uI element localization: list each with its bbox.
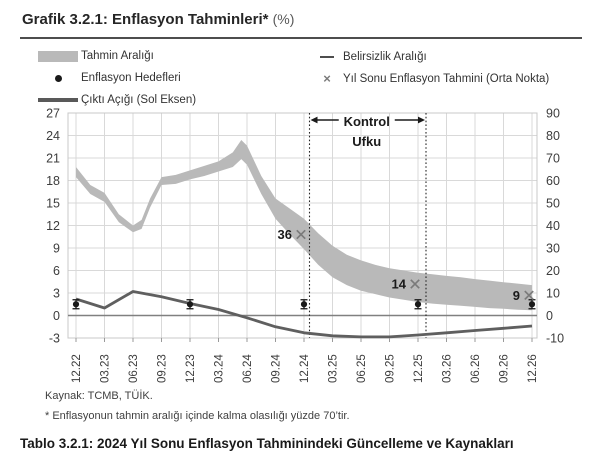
x-marker-icon: × xyxy=(323,71,331,86)
x-axis-label: 09.24 xyxy=(271,354,283,383)
x-axis-label: 06.23 xyxy=(128,354,140,383)
right-axis-tick-label: 40 xyxy=(546,219,560,233)
right-axis-tick-label: 0 xyxy=(546,309,553,323)
chart-title: Grafik 3.2.1: Enflasyon Tahminleri* (%) xyxy=(22,11,294,28)
chart-title-text: Grafik 3.2.1: Enflasyon Tahminleri* xyxy=(22,11,269,28)
inflation-forecast-chart: KontrolUfku361492724211815129630-3908070… xyxy=(46,106,564,383)
inflation-target-dot xyxy=(186,301,194,308)
x-axis-label: 12.25 xyxy=(413,354,425,383)
chart-legend: Tahmin Aralığı Enflasyon Hedefleri Çıktı… xyxy=(0,44,600,106)
legend-label: Belirsizlik Aralığı xyxy=(343,51,427,63)
output-gap-line xyxy=(75,290,533,339)
x-axis-label: 06.26 xyxy=(470,354,482,383)
left-axis-tick-label: 15 xyxy=(46,196,60,210)
x-axis-label: 09.25 xyxy=(385,354,397,383)
right-axis-tick-label: 20 xyxy=(546,264,560,278)
control-horizon-label: Kontrol xyxy=(344,114,390,129)
line-marker-icon xyxy=(38,98,78,102)
x-axis-label: 06.24 xyxy=(242,354,254,383)
x-axis-label: 12.24 xyxy=(299,354,311,383)
right-axis-tick-label: 50 xyxy=(546,196,560,210)
legend-label: Çıktı Açığı (Sol Eksen) xyxy=(81,94,197,106)
x-axis-label: 03.24 xyxy=(214,354,226,383)
right-axis-tick-label: 90 xyxy=(546,106,560,120)
x-axis-label: 12.23 xyxy=(185,354,197,383)
right-axis-tick-label: 10 xyxy=(546,286,560,300)
left-axis-tick-label: 0 xyxy=(53,309,60,323)
title-divider xyxy=(20,37,582,39)
legend-item-uncertainty-band: Belirsizlik Aralığı xyxy=(320,51,427,63)
legend-item-yearend-forecast: × Yıl Sonu Enflasyon Tahmini (Orta Nokta… xyxy=(320,71,550,86)
dash-marker-icon xyxy=(320,55,334,59)
year-end-forecast-x-icon xyxy=(296,229,306,240)
left-axis-tick-label: -3 xyxy=(49,331,60,345)
left-axis-tick-label: 3 xyxy=(53,286,60,300)
left-axis-tick-label: 21 xyxy=(46,151,60,165)
right-axis-tick-label: 60 xyxy=(546,174,560,188)
plot-border xyxy=(67,112,538,339)
inflation-target-dot xyxy=(414,301,422,308)
right-arrowhead-icon xyxy=(418,116,425,124)
x-axis-label: 06.25 xyxy=(356,354,368,383)
year-end-forecast-x-icon xyxy=(524,290,534,301)
inflation-target-dot xyxy=(72,301,80,308)
x-axis-label: 12.26 xyxy=(527,354,539,383)
forecast-band xyxy=(76,140,532,311)
legend-label: Enflasyon Hedefleri xyxy=(81,72,181,84)
dot-marker-icon xyxy=(38,74,78,82)
left-arrowhead-icon xyxy=(310,116,318,124)
right-axis-tick-label: 30 xyxy=(546,241,560,255)
x-axis-label: 03.25 xyxy=(328,354,340,383)
year-end-forecast-value: 9 xyxy=(513,288,520,303)
year-end-forecast-x-icon xyxy=(410,279,420,289)
left-axis-tick-label: 9 xyxy=(53,241,60,255)
left-axis-tick-label: 18 xyxy=(46,174,60,188)
x-axis-label: 03.23 xyxy=(100,354,112,383)
footnote: * Enflasyonun tahmin aralığı içinde kalm… xyxy=(45,410,350,422)
x-axis-label: 09.26 xyxy=(499,354,511,383)
control-horizon-label: Ufku xyxy=(352,134,381,149)
legend-item-output-gap: Çıktı Açığı (Sol Eksen) xyxy=(38,94,196,106)
source-note: Kaynak: TCMB, TÜİK. xyxy=(45,390,153,402)
next-table-title: Tablo 3.2.1: 2024 Yıl Sonu Enflasyon Tah… xyxy=(20,436,514,451)
legend-item-inflation-targets: Enflasyon Hedefleri xyxy=(38,72,181,84)
legend-label: Yıl Sonu Enflasyon Tahmini (Orta Nokta) xyxy=(343,73,550,85)
forecast-range-swatch-icon xyxy=(38,50,78,62)
legend-item-forecast-range: Tahmin Aralığı xyxy=(38,50,154,62)
left-axis-tick-label: 27 xyxy=(46,106,60,120)
left-axis-tick-label: 12 xyxy=(46,219,60,233)
right-axis-tick-label: 70 xyxy=(546,151,560,165)
inflation-target-dot xyxy=(528,301,536,308)
left-axis-tick-label: 24 xyxy=(46,129,60,143)
x-axis-label: 03.26 xyxy=(442,354,454,383)
year-end-forecast-value: 14 xyxy=(392,277,407,292)
x-axis-label: 09.23 xyxy=(157,354,169,383)
right-axis-tick-label: -10 xyxy=(546,331,564,345)
legend-label: Tahmin Aralığı xyxy=(81,50,154,62)
right-axis-tick-label: 80 xyxy=(546,129,560,143)
year-end-forecast-value: 36 xyxy=(278,227,292,242)
chart-title-unit: (%) xyxy=(272,11,295,27)
inflation-target-dot xyxy=(300,301,308,308)
left-axis-tick-label: 6 xyxy=(53,264,60,278)
x-axis-label: 12.22 xyxy=(71,354,83,383)
